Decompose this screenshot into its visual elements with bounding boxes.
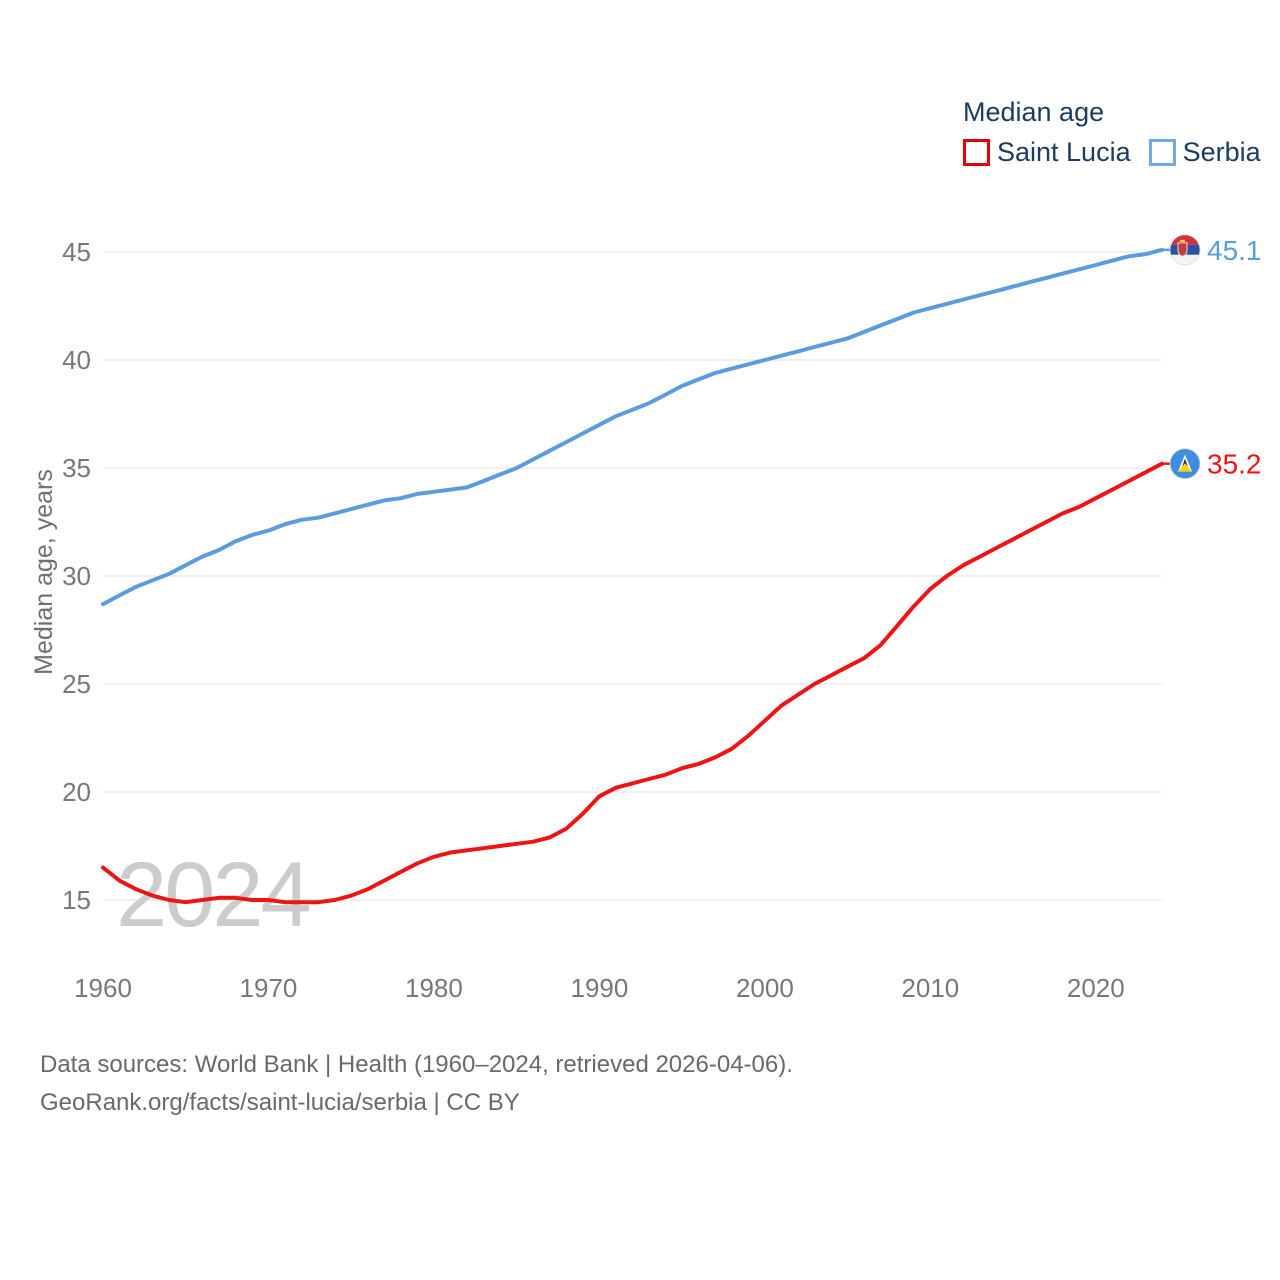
end-value-label: 35.2 — [1207, 449, 1262, 480]
footer-sources-line: Data sources: World Bank | Health (1960–… — [40, 1051, 793, 1078]
legend-item-label: Saint Lucia — [997, 137, 1131, 167]
x-tick-label: 1980 — [405, 973, 463, 1003]
footer-attribution-line: GeoRank.org/facts/saint-lucia/serbia | C… — [40, 1089, 520, 1116]
x-tick-label: 1970 — [240, 973, 298, 1003]
serbia-swatch-icon — [1148, 139, 1176, 166]
legend-item-saint-lucia[interactable]: Saint Lucia — [963, 137, 1131, 168]
saint-lucia-swatch-icon — [963, 139, 990, 166]
y-tick-label: 25 — [62, 669, 91, 699]
end-value-label: 45.1 — [1207, 235, 1262, 266]
legend-items: Saint Lucia Serbia — [963, 137, 1261, 168]
y-axis-title: Median age, years — [30, 469, 58, 675]
saint-lucia-flag-icon — [1169, 448, 1201, 480]
watermark: 2024 — [116, 844, 309, 946]
x-tick-label: 2010 — [901, 973, 959, 1003]
series-lines — [101, 247, 1164, 905]
x-tick-label: 2020 — [1067, 973, 1125, 1003]
legend-title: Median age — [963, 97, 1105, 127]
x-tick-label: 2000 — [736, 973, 794, 1003]
gridlines — [103, 251, 1162, 901]
y-tick-label: 15 — [62, 885, 91, 915]
y-tick-label: 45 — [62, 237, 91, 267]
legend-item-serbia[interactable]: Serbia — [1148, 137, 1261, 168]
legend-item-label: Serbia — [1182, 137, 1261, 167]
footer: Data sources: World Bank | Health (1960–… — [40, 1046, 793, 1122]
x-tick-label: 1960 — [74, 973, 132, 1003]
end-markers: 35.2 45.1 — [1162, 234, 1262, 480]
serbia-flag-icon — [1169, 234, 1201, 266]
line-saint-lucia — [101, 461, 1164, 905]
y-tick-label: 35 — [62, 453, 91, 483]
y-tick-label: 20 — [62, 777, 91, 807]
y-axis-labels: 15 20 25 30 35 40 45 — [62, 237, 91, 915]
x-axis-labels: 1960 1970 1980 1990 2000 2010 2020 — [74, 973, 1125, 1003]
line-serbia — [101, 247, 1164, 607]
legend: Median age Saint Lucia Serbia — [963, 97, 1261, 168]
y-tick-label: 40 — [62, 345, 91, 375]
y-tick-label: 30 — [62, 561, 91, 591]
x-tick-label: 1990 — [570, 973, 628, 1003]
